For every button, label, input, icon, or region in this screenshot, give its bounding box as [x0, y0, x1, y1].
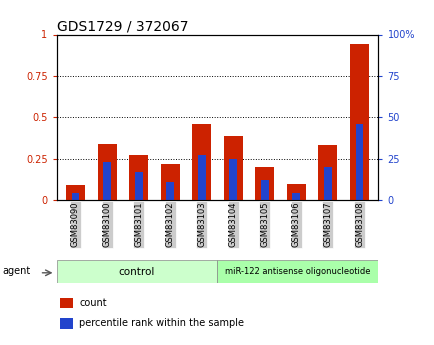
- Text: percentile rank within the sample: percentile rank within the sample: [79, 318, 243, 328]
- Bar: [59, 318, 72, 328]
- Text: GSM83100: GSM83100: [102, 202, 111, 247]
- Bar: [217, 260, 378, 283]
- Bar: [56, 260, 217, 283]
- Text: GSM83103: GSM83103: [197, 202, 206, 247]
- Text: agent: agent: [3, 266, 31, 276]
- Bar: [97, 144, 116, 200]
- Bar: [129, 155, 148, 200]
- Bar: [292, 194, 299, 200]
- Bar: [59, 297, 72, 308]
- Bar: [349, 45, 368, 200]
- Bar: [160, 164, 179, 200]
- Bar: [286, 184, 305, 200]
- Text: miR-122 antisense oligonucleotide: miR-122 antisense oligonucleotide: [225, 267, 370, 276]
- Text: GSM83108: GSM83108: [354, 202, 363, 247]
- Text: GSM83107: GSM83107: [323, 202, 332, 247]
- Text: count: count: [79, 298, 106, 308]
- Bar: [71, 194, 79, 200]
- Bar: [192, 124, 210, 200]
- Text: GSM83101: GSM83101: [134, 202, 143, 247]
- Bar: [103, 162, 111, 200]
- Bar: [166, 182, 174, 200]
- Text: GSM83104: GSM83104: [228, 202, 237, 247]
- Text: GSM83105: GSM83105: [260, 202, 269, 247]
- Bar: [323, 167, 331, 200]
- Bar: [255, 167, 274, 200]
- Bar: [135, 172, 142, 200]
- Bar: [260, 180, 268, 200]
- Bar: [197, 155, 205, 200]
- Bar: [229, 159, 237, 200]
- Text: GDS1729 / 372067: GDS1729 / 372067: [56, 19, 187, 33]
- Text: control: control: [118, 267, 155, 277]
- Bar: [355, 124, 363, 200]
- Text: GSM83102: GSM83102: [165, 202, 174, 247]
- Text: GSM83106: GSM83106: [291, 202, 300, 247]
- Bar: [66, 185, 85, 200]
- Bar: [318, 146, 337, 200]
- Bar: [224, 136, 242, 200]
- Text: GSM83090: GSM83090: [71, 202, 80, 247]
